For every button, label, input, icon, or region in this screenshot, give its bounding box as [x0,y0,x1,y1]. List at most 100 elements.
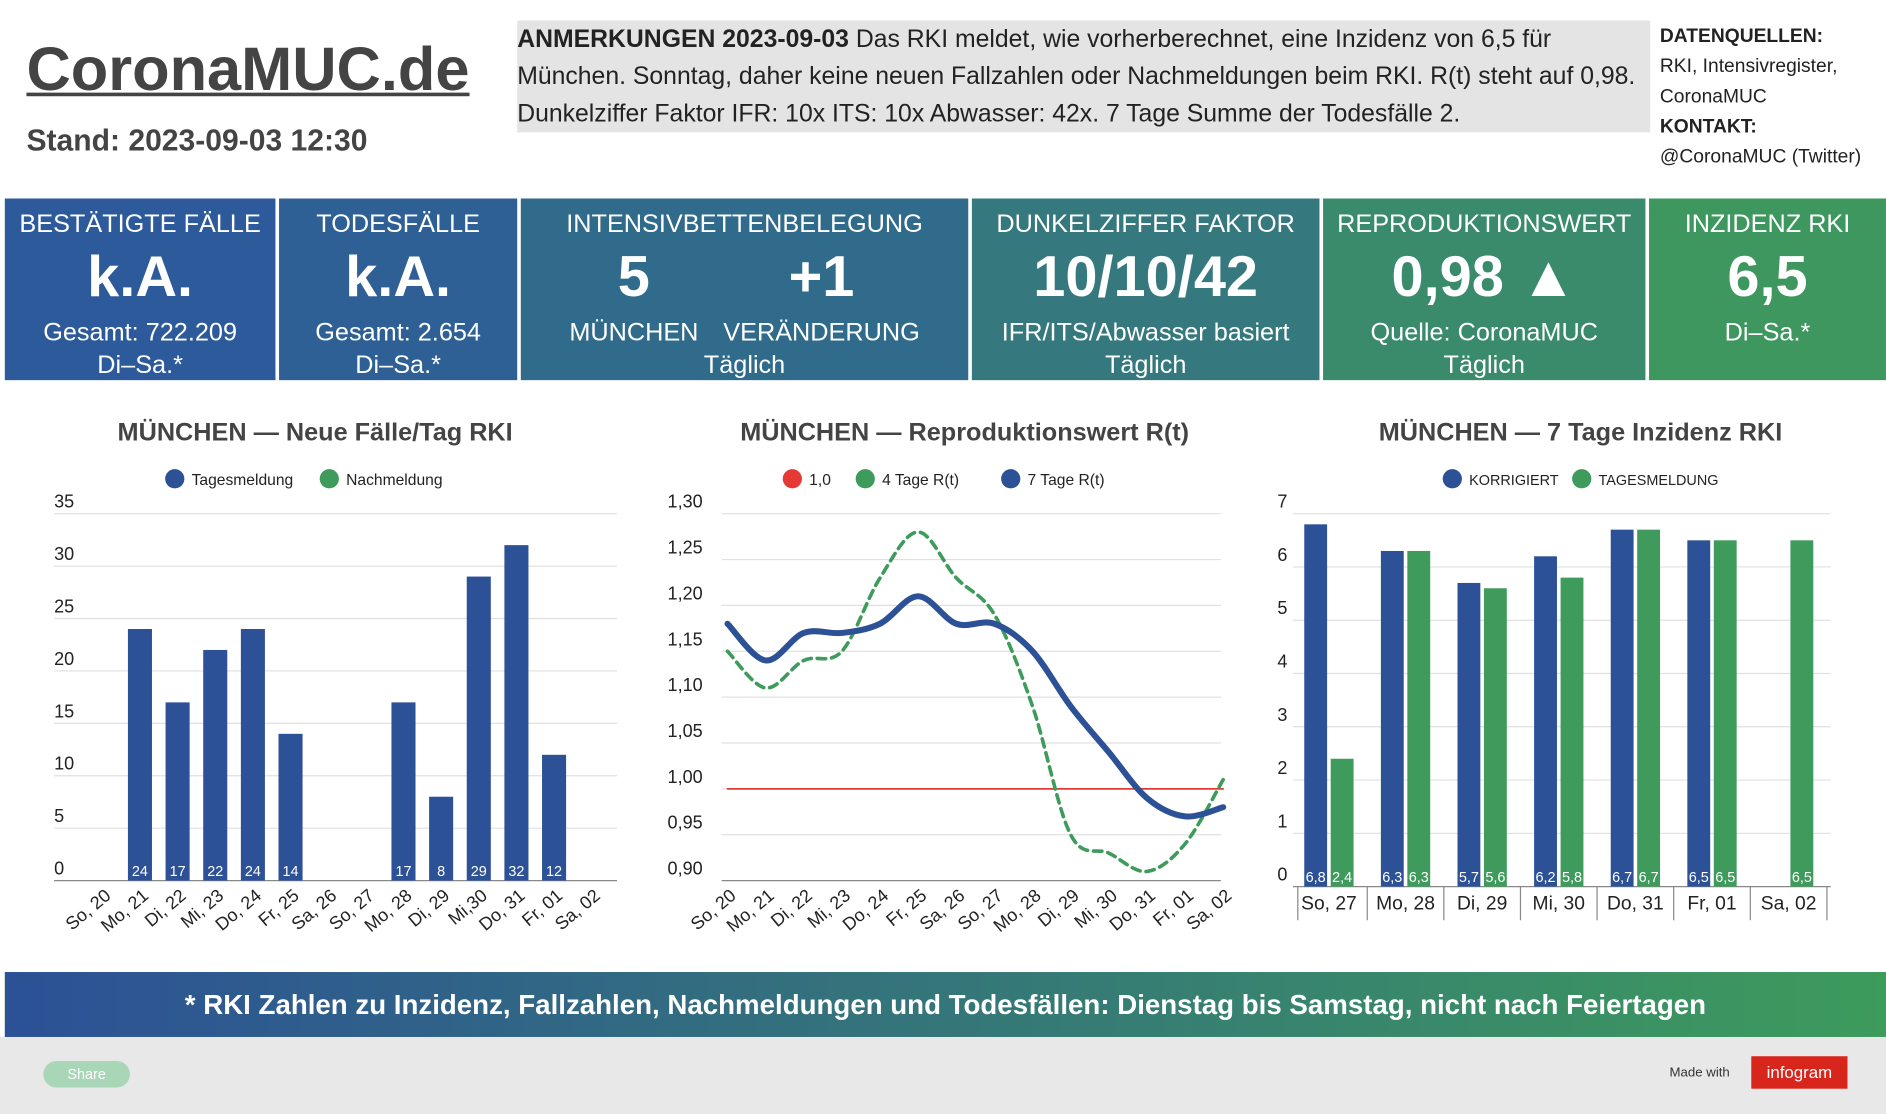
kpi-line: Gesamt: 722.209 [43,318,238,347]
x-tick-label: Do, 31 [1607,893,1664,914]
y-tick-label: 0 [1277,865,1287,885]
bar [1687,540,1711,887]
y-tick-label: 0,95 [668,813,703,833]
x-tick-label: So, 27 [1301,893,1357,914]
y-tick-label: 15 [54,701,74,721]
y-tick-label: 1,20 [668,583,703,603]
kpi-column: 5 MÜNCHEN [569,239,698,348]
share-button[interactable]: Share [43,1061,130,1088]
bar [1534,556,1557,887]
y-tick-label: 5 [54,806,64,826]
y-tick-label: 3 [1277,705,1287,725]
bar [1457,582,1481,887]
bar [203,649,228,881]
y-tick-label: 4 [1277,651,1287,671]
bar-value-label: 6,7 [1639,870,1659,886]
stand: Stand: 2023-09-03 12:30 [26,123,368,158]
x-tick-label: Mi, 30 [1533,893,1585,914]
legend-label: 7 Tage R(t) [1028,472,1105,489]
bar [278,733,303,881]
y-tick-label: 1,25 [668,538,703,558]
sources-text: RKI, Intensivregister, CoronaMUC [1659,56,1838,108]
y-tick-label: 10 [54,754,74,774]
infogram-logo[interactable]: infogram [1751,1056,1848,1089]
legend-swatch [1572,469,1592,489]
legend-swatch [1442,469,1462,489]
legend-label: Nachmeldung [346,472,442,489]
kpi-value: 5 [617,245,650,310]
kpi-value: k.A. [87,245,194,310]
contact-label: KONTAKT: [1659,116,1757,138]
y-tick-label: 30 [54,544,74,564]
y-tick-label: 35 [54,492,74,512]
legend-label: KORRIGIERT [1469,473,1559,489]
chart-title: MÜNCHEN — 7 Tage Inzidenz RKI [1379,417,1783,446]
kpi-line: IFR/ITS/Abwasser basiert [1001,318,1290,347]
chart-title: MÜNCHEN — Reproduktionswert R(t) [740,417,1189,446]
bar [127,628,152,881]
y-tick-label: 20 [54,649,74,669]
bar [1560,577,1584,887]
bar [391,702,416,881]
bar [1407,550,1431,887]
kpi-value: 0,98 ▲ [1391,245,1578,310]
line-series [725,530,1225,874]
kpi-value: 10/10/42 [1033,245,1259,310]
bar-value-label: 24 [132,864,148,880]
bar-value-label: 2,4 [1332,870,1352,886]
kpi-value: k.A. [345,245,452,310]
bar-value-label: 8 [437,864,445,880]
y-tick-label: 1,15 [668,629,703,649]
y-tick-label: 1,00 [668,767,703,787]
kpi-box: TODESFÄLLE k.A. Gesamt: 2.654 Di–Sa.* [279,198,518,381]
bar-value-label: 5,6 [1485,870,1505,886]
sources: DATENQUELLEN: RKI, Intensivregister, Cor… [1660,22,1884,172]
kpi-line: Täglich [1443,351,1525,379]
kpi-value: +1 [788,245,855,310]
legend-swatch [1001,469,1021,489]
x-tick-label: Fr, 01 [1687,893,1736,914]
bar-value-label: 6,5 [1715,870,1735,886]
bar [1330,758,1354,887]
site-title[interactable]: CoronaMUC.de [26,34,470,104]
kpi-title: INTENSIVBETTENBELEGUNG [566,210,923,239]
kpi-column: +1 VERÄNDERUNG [723,239,919,348]
line-series [724,593,1227,820]
kpi-title: REPRODUKTIONSWERT [1337,210,1632,239]
bar [1304,524,1328,887]
bar [240,628,265,881]
kpi-sublabel: MÜNCHEN [569,318,699,347]
bar-value-label: 22 [207,864,223,880]
contact: @CoronaMUC (Twitter) [1659,146,1862,168]
kpi-columns: 5 MÜNCHEN +1 VERÄNDERUNG [521,239,968,348]
bar [1790,540,1814,887]
bar-value-label: 5,7 [1459,870,1479,886]
kpi-line: Di–Sa.* [97,351,183,379]
y-tick-label: 7 [1277,492,1287,512]
bar-value-label: 6,5 [1792,870,1812,886]
bar-value-label: 6,8 [1306,870,1326,886]
kpi-sublabel: VERÄNDERUNG [723,318,920,347]
bottom-bar [0,1036,1886,1114]
kpi-title: BESTÄTIGTE FÄLLE [19,210,261,239]
bar [1610,529,1634,887]
bar [504,545,529,881]
bar-value-label: 6,5 [1689,870,1709,886]
notes-label: ANMERKUNGEN 2023-09-03 [517,25,849,53]
legend-label: 4 Tage R(t) [882,472,959,489]
legend-swatch [319,469,339,489]
bar [1713,540,1737,887]
y-tick-label: 2 [1277,758,1287,778]
kpi-line: Di–Sa.* [1724,318,1811,347]
kpi-line: Di–Sa.* [355,351,441,379]
bar-value-label: 6,2 [1536,870,1556,886]
bar-value-label: 6,7 [1612,870,1632,886]
footer-note: * RKI Zahlen zu Inzidenz, Fallzahlen, Na… [4,972,1886,1037]
bar-value-label: 5,8 [1562,870,1582,886]
bar [1637,529,1661,887]
bar [542,754,567,881]
bar [466,576,491,881]
legend-swatch [782,469,802,489]
